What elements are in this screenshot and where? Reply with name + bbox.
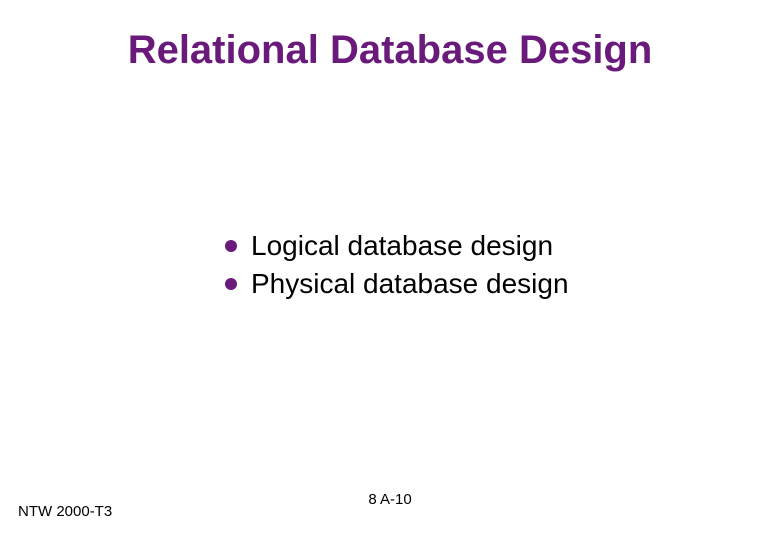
footer-center: 8 A-10 bbox=[0, 491, 780, 508]
slide: Relational Database Design Logical datab… bbox=[0, 0, 780, 540]
slide-title: Relational Database Design bbox=[0, 28, 780, 73]
list-item: Physical database design bbox=[225, 268, 569, 300]
bullet-text: Physical database design bbox=[251, 268, 569, 300]
bullet-list: Logical database design Physical databas… bbox=[225, 230, 569, 306]
bullet-icon bbox=[225, 240, 237, 252]
list-item: Logical database design bbox=[225, 230, 569, 262]
bullet-text: Logical database design bbox=[251, 230, 553, 262]
bullet-icon bbox=[225, 278, 237, 290]
